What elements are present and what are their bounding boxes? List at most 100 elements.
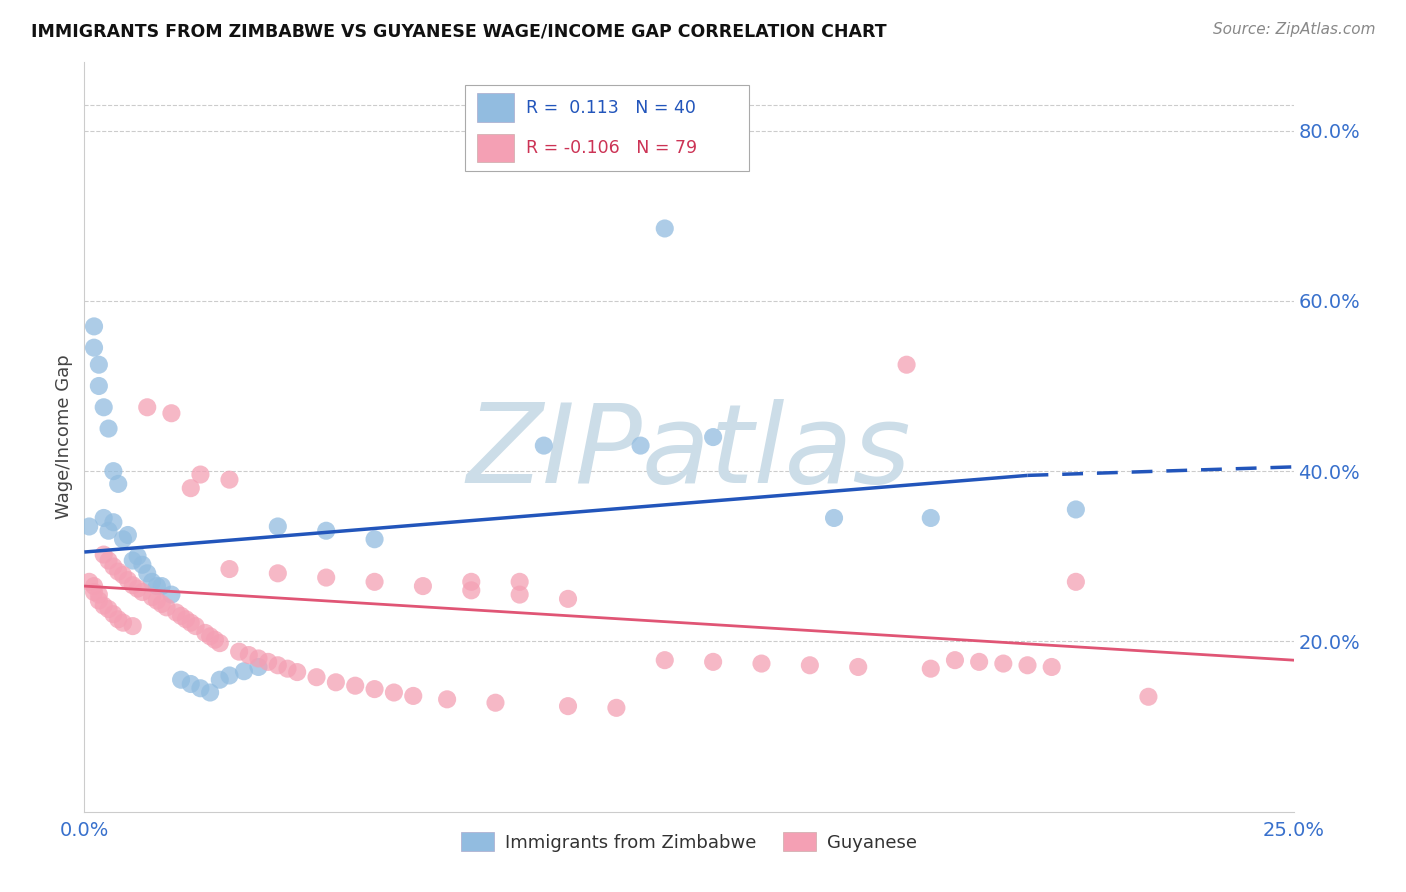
Point: [180, 481, 202, 495]
Point: [155, 600, 177, 615]
Point: [97, 524, 120, 538]
Point: [218, 473, 240, 487]
Point: [846, 660, 869, 674]
Point: [1017, 658, 1039, 673]
Point: [823, 511, 845, 525]
Point: [170, 673, 193, 687]
Point: [630, 439, 652, 453]
Point: [97, 553, 120, 567]
Point: [146, 579, 169, 593]
Point: [267, 566, 290, 581]
Point: [993, 657, 1015, 671]
Point: [180, 677, 202, 691]
Point: [127, 549, 149, 564]
Point: [87, 593, 110, 607]
Point: [83, 579, 105, 593]
Point: [315, 571, 337, 585]
Point: [363, 682, 385, 697]
Point: [87, 588, 110, 602]
Point: [83, 341, 105, 355]
Text: R =  0.113   N = 40: R = 0.113 N = 40: [526, 99, 696, 117]
Point: [1137, 690, 1160, 704]
Point: [103, 607, 125, 622]
Point: [194, 626, 217, 640]
Point: [184, 619, 207, 633]
Legend: Immigrants from Zimbabwe, Guyanese: Immigrants from Zimbabwe, Guyanese: [454, 825, 924, 859]
Point: [363, 533, 385, 547]
Point: [305, 670, 328, 684]
Point: [117, 528, 139, 542]
Point: [160, 406, 183, 420]
Point: [654, 653, 676, 667]
Point: [228, 645, 250, 659]
Point: [484, 696, 506, 710]
Point: [93, 401, 115, 415]
Point: [460, 583, 482, 598]
Point: [131, 585, 153, 599]
Point: [208, 673, 231, 687]
Point: [218, 562, 240, 576]
Point: [107, 476, 129, 491]
Bar: [478, 94, 513, 122]
Point: [83, 319, 105, 334]
Point: [190, 681, 212, 696]
Point: [1064, 574, 1087, 589]
Point: [557, 591, 579, 606]
Point: [557, 699, 579, 714]
Point: [702, 655, 724, 669]
Point: [190, 467, 212, 482]
Point: [112, 568, 135, 582]
Point: [150, 597, 173, 611]
Point: [218, 668, 240, 682]
Point: [267, 658, 290, 673]
FancyBboxPatch shape: [465, 85, 749, 171]
Point: [141, 590, 163, 604]
Point: [141, 574, 163, 589]
Point: [920, 511, 942, 525]
Point: [654, 221, 676, 235]
Point: [436, 692, 458, 706]
Point: [121, 619, 143, 633]
Point: [107, 565, 129, 579]
Point: [344, 679, 367, 693]
Point: [136, 566, 159, 581]
Point: [920, 662, 942, 676]
Text: R = -0.106   N = 79: R = -0.106 N = 79: [526, 139, 697, 157]
Point: [146, 593, 169, 607]
Point: [605, 701, 627, 715]
Point: [93, 548, 115, 562]
Point: [112, 615, 135, 630]
Point: [702, 430, 724, 444]
Point: [247, 660, 270, 674]
Point: [103, 559, 125, 574]
Point: [121, 578, 143, 592]
Point: [180, 615, 202, 630]
Point: [165, 606, 187, 620]
Point: [174, 612, 197, 626]
Point: [121, 553, 143, 567]
Point: [799, 658, 821, 673]
Point: [83, 585, 105, 599]
Point: [233, 664, 256, 678]
Y-axis label: Wage/Income Gap: Wage/Income Gap: [55, 355, 73, 519]
Point: [97, 421, 120, 435]
Point: [87, 379, 110, 393]
Point: [150, 579, 173, 593]
Text: ZIPatlas: ZIPatlas: [467, 399, 911, 506]
Point: [87, 358, 110, 372]
Point: [509, 588, 531, 602]
Point: [127, 582, 149, 596]
Point: [77, 574, 100, 589]
Point: [460, 574, 482, 589]
Point: [107, 612, 129, 626]
Point: [382, 685, 405, 699]
Point: [412, 579, 434, 593]
Point: [97, 602, 120, 616]
Point: [204, 632, 226, 647]
Point: [325, 675, 347, 690]
Point: [112, 533, 135, 547]
Point: [198, 685, 221, 699]
Point: [238, 648, 260, 662]
Point: [257, 655, 280, 669]
Point: [93, 599, 115, 613]
